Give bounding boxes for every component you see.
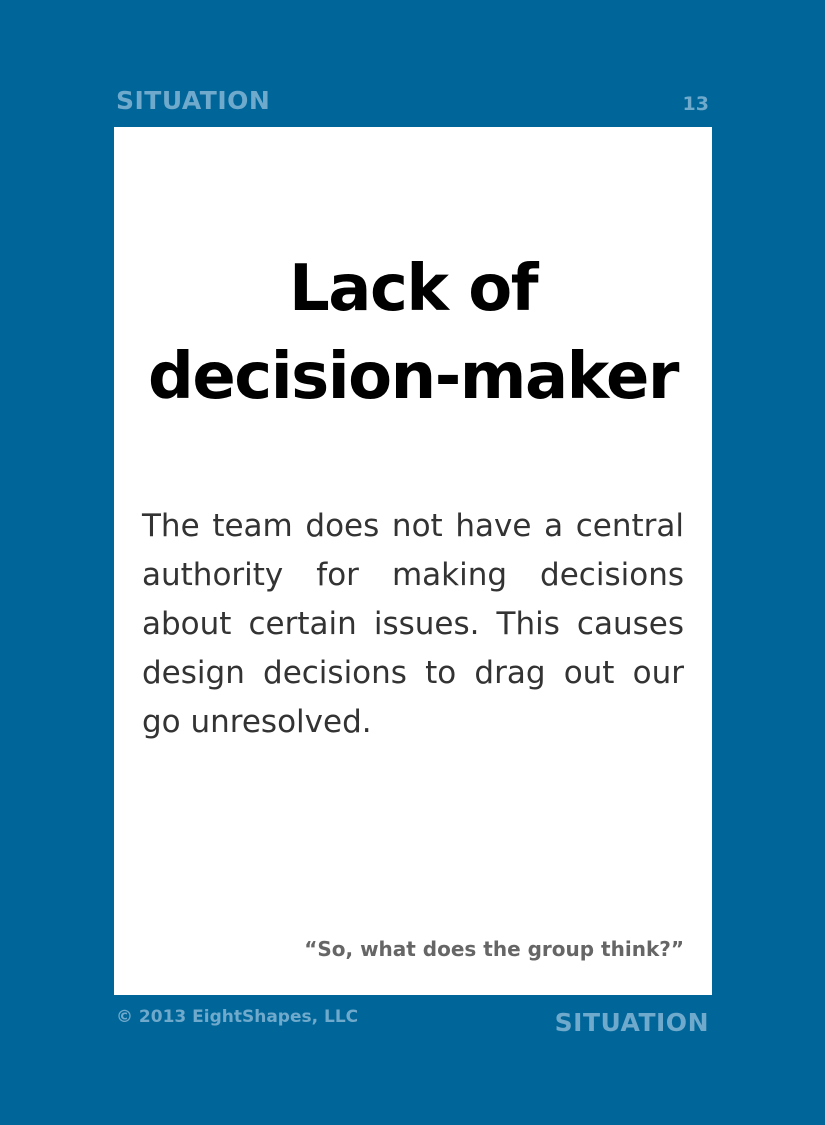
card-panel: Lack of decision-maker The team does not… xyxy=(114,127,712,995)
category-label-bottom: SITUATION xyxy=(554,1008,709,1037)
card-title-line-2: decision-maker xyxy=(148,340,679,414)
category-label-top: SITUATION xyxy=(116,86,271,115)
card-description: The team does not have a central authori… xyxy=(142,508,684,740)
card-number: 13 xyxy=(682,93,709,115)
copyright-text: © 2013 EightShapes, LLC xyxy=(116,1007,359,1027)
card-quote: “So, what does the group think?” xyxy=(304,937,684,961)
card-title: Lack of decision-maker xyxy=(114,245,712,421)
card-title-line-1: Lack of xyxy=(288,252,539,326)
